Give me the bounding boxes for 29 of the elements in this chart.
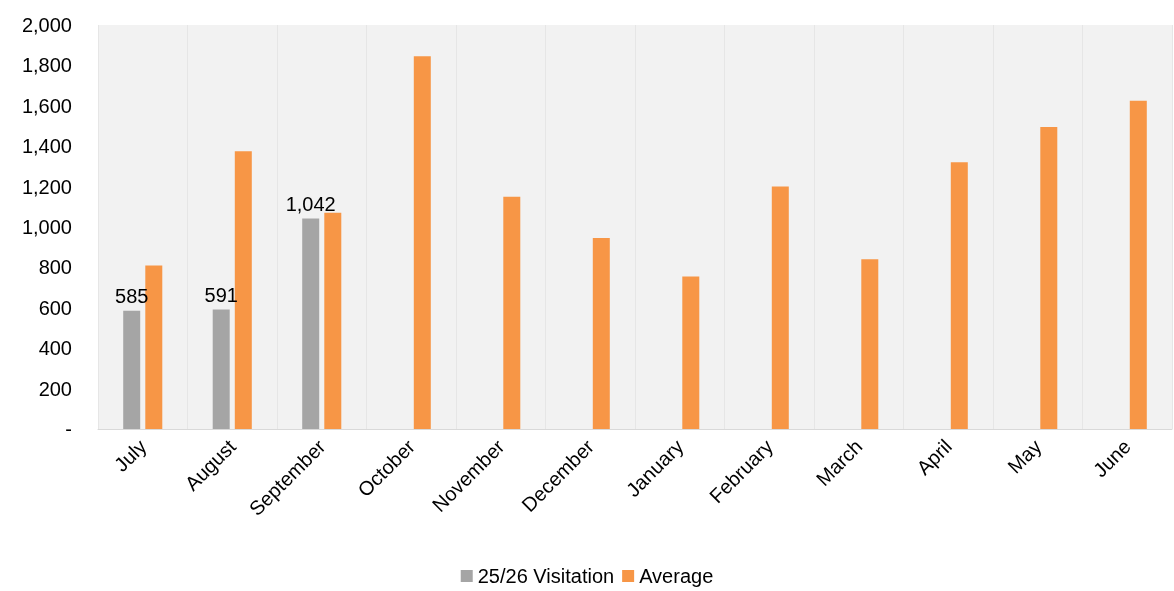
legend-label: 25/26 Visitation	[477, 565, 615, 587]
data-label: 1,042	[285, 192, 336, 215]
bar	[950, 162, 968, 429]
bar	[212, 309, 230, 429]
y-tick-label: 2,000	[21, 14, 72, 36]
bar	[861, 259, 879, 429]
x-tick-label: July	[109, 435, 151, 476]
x-tick-label: May	[1003, 435, 1046, 478]
legend-label: Average	[639, 565, 714, 587]
y-tick-label: -	[65, 418, 72, 440]
y-tick-label: 1,000	[21, 216, 72, 238]
bar	[413, 56, 431, 429]
bar	[771, 186, 789, 429]
y-tick-label: 1,400	[21, 135, 72, 158]
y-tick-label: 1,800	[21, 54, 72, 77]
y-tick-label: 600	[38, 296, 72, 319]
y-tick-label: 200	[38, 377, 72, 400]
bar	[324, 212, 342, 429]
bar	[1040, 127, 1058, 429]
bar	[302, 218, 320, 429]
y-tick-label: 400	[38, 337, 72, 360]
bar	[682, 276, 700, 429]
bar	[1129, 100, 1147, 429]
y-tick-label: 800	[38, 256, 72, 279]
bar	[123, 310, 141, 429]
bar	[592, 238, 610, 429]
bar	[503, 196, 521, 429]
y-tick-label: 1,200	[21, 175, 72, 198]
y-tick-label: 1,600	[21, 94, 72, 117]
